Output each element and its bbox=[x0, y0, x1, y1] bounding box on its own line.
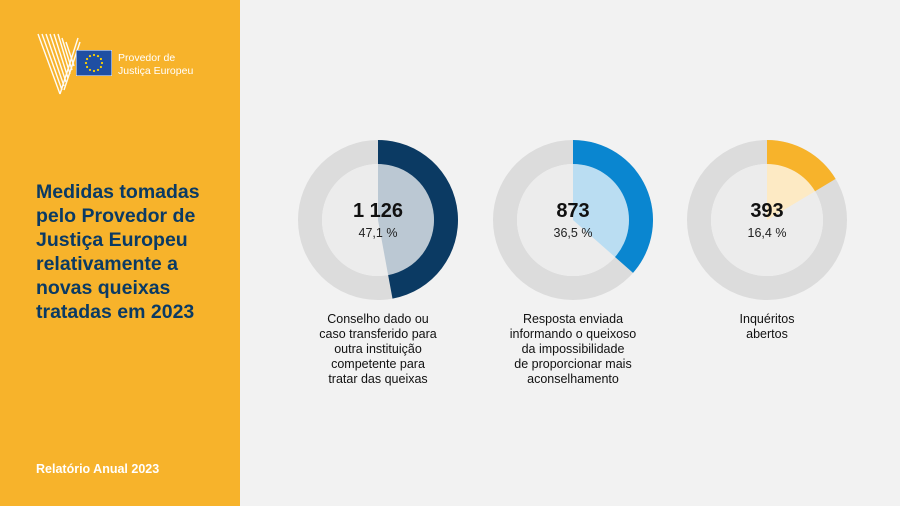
charts-area: 1 126 47,1 % Conselho dado ou caso trans… bbox=[240, 0, 900, 506]
logo-text: Provedor de Justiça Europeu bbox=[118, 52, 193, 78]
logo-line-1: Provedor de bbox=[118, 52, 176, 64]
donut-inner-wedge bbox=[378, 164, 435, 276]
donut-svg-1 bbox=[298, 140, 458, 300]
donut-inner-wedge bbox=[573, 164, 629, 258]
logo-line-2: Justiça Europeu bbox=[118, 65, 194, 77]
ombudsman-logo: Provedor de Justiça Europeu bbox=[36, 30, 216, 100]
donut-percent-1: 47,1 % bbox=[358, 226, 398, 240]
donut-label-3: Inquéritos abertos bbox=[739, 312, 795, 341]
donut-percent-2: 36,5 % bbox=[553, 226, 593, 240]
page-title: Medidas tomadas pelo Provedor de Justiça… bbox=[36, 181, 200, 323]
report-footer: Relatório Anual 2023 bbox=[36, 462, 160, 476]
donut-value-1: 1 126 bbox=[352, 200, 404, 222]
donut-segment-2 bbox=[573, 140, 653, 273]
donut-svg-3 bbox=[687, 140, 847, 300]
eu-flag-icon bbox=[76, 50, 112, 76]
sidebar: Provedor de Justiça Europeu Medidas toma… bbox=[0, 0, 240, 506]
donut-svg-2 bbox=[493, 140, 653, 300]
donut-segment-1 bbox=[378, 140, 458, 299]
donut-value-3: 393 bbox=[750, 200, 784, 222]
donut-inner-wedge bbox=[767, 164, 816, 220]
donut-percent-3: 16,4 % bbox=[747, 226, 787, 240]
donut-segment-3 bbox=[767, 140, 836, 192]
donut-value-2: 873 bbox=[556, 200, 590, 222]
donut-label-1: Conselho dado ou caso transferido para o… bbox=[319, 312, 437, 386]
donut-label-2: Resposta enviada informando o queixoso d… bbox=[509, 312, 637, 386]
